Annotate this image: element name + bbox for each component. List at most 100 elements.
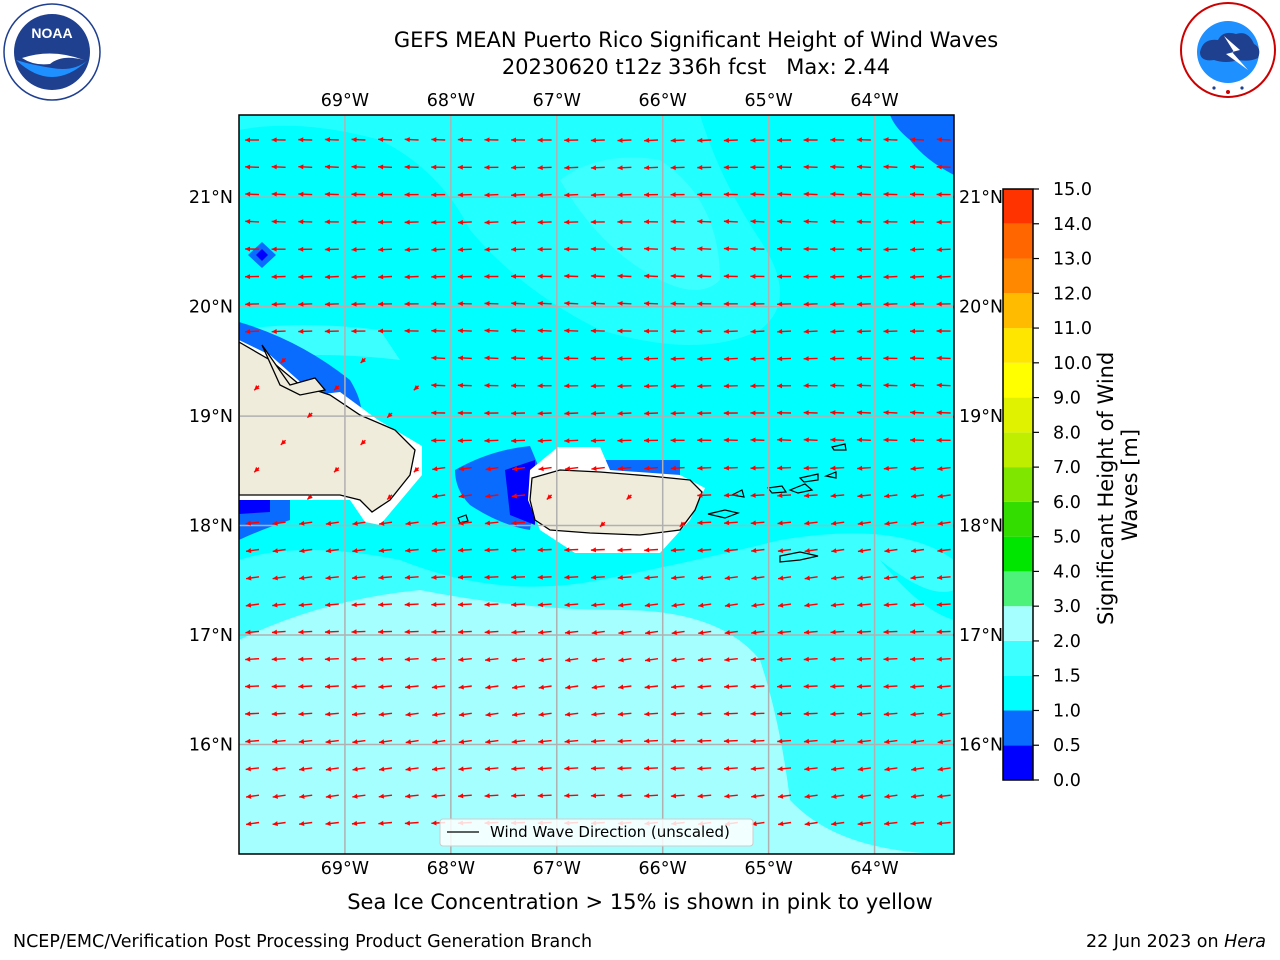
- colorbar-tick-label: 4.0: [1053, 562, 1081, 582]
- wind-wave-arrow: [670, 219, 685, 225]
- wind-wave-arrow: [883, 301, 898, 307]
- wind-wave-arrow: [803, 246, 818, 252]
- wind-wave-arrow: [723, 301, 738, 307]
- wind-wave-arrow: [883, 437, 898, 443]
- wind-wave-arrow: [298, 656, 313, 662]
- wind-wave-arrow: [750, 301, 765, 307]
- wind-wave-arrow: [936, 355, 951, 361]
- wind-wave-arrow: [857, 602, 871, 608]
- wind-wave-arrow: [751, 821, 765, 827]
- wind-wave-arrow: [484, 547, 499, 553]
- wind-wave-arrow: [253, 466, 260, 473]
- wind-wave-arrow: [910, 382, 925, 388]
- wind-wave-arrow: [617, 219, 632, 225]
- wind-wave-arrow: [299, 766, 313, 772]
- wind-wave-arrow: [750, 164, 765, 170]
- lon-label-bottom: 66°W: [639, 859, 687, 879]
- wind-wave-arrow: [697, 684, 712, 690]
- wind-wave-arrow: [591, 711, 605, 717]
- wind-wave-arrow: [565, 684, 579, 690]
- wind-wave-arrow: [910, 602, 925, 608]
- wind-wave-arrow: [884, 520, 898, 526]
- wind-wave-arrow: [378, 274, 393, 280]
- wind-wave-arrow: [590, 355, 605, 361]
- wave-height-field: [239, 115, 954, 854]
- wind-wave-arrow: [723, 738, 738, 744]
- wind-wave-arrow: [644, 738, 659, 744]
- wind-wave-arrow: [271, 656, 286, 662]
- wind-wave-arrow: [883, 164, 898, 170]
- wind-wave-arrow: [670, 273, 685, 279]
- wind-wave-arrow: [911, 766, 925, 772]
- map-subtitle: 20230620 t12z 336h fcst Max: 2.44: [501, 55, 891, 79]
- wind-wave-arrow: [298, 575, 313, 581]
- wind-wave-arrow: [884, 493, 898, 499]
- wind-wave-arrow: [670, 328, 685, 334]
- wind-wave-arrow: [803, 219, 818, 225]
- wind-wave-arrow: [723, 137, 738, 143]
- wind-wave-arrow: [511, 520, 526, 526]
- wind-wave-arrow: [644, 273, 659, 279]
- wind-wave-arrow: [723, 218, 738, 224]
- wind-wave-arrow: [803, 683, 818, 689]
- wind-wave-arrow: [590, 219, 605, 225]
- wind-wave-arrow: [245, 246, 260, 252]
- wind-wave-arrow: [644, 165, 659, 171]
- wind-wave-arrow: [272, 793, 286, 799]
- wind-wave-arrow: [910, 793, 925, 799]
- wind-wave-arrow: [431, 301, 446, 307]
- wind-wave-arrow: [910, 820, 925, 826]
- wind-wave-arrow: [698, 630, 712, 636]
- wind-wave-arrow: [280, 439, 287, 446]
- wind-wave-arrow: [644, 547, 659, 553]
- lon-label-bottom: 68°W: [427, 859, 475, 879]
- wind-wave-arrow: [352, 793, 366, 799]
- wind-wave-arrow: [883, 465, 898, 471]
- wind-wave-arrow: [857, 548, 871, 554]
- wind-wave-arrow: [617, 793, 632, 799]
- wind-wave-arrow: [803, 410, 818, 416]
- wind-wave-arrow: [405, 547, 419, 553]
- wind-wave-arrow: [484, 219, 499, 225]
- colorbar-segment: [1003, 362, 1033, 398]
- wind-wave-arrow: [404, 274, 419, 280]
- wind-wave-arrow: [777, 465, 792, 471]
- wind-wave-arrow: [590, 165, 605, 171]
- wind-wave-arrow: [698, 602, 712, 608]
- wind-wave-arrow: [271, 683, 286, 689]
- lat-lon-gridlines: [239, 115, 954, 854]
- wind-wave-arrow: [280, 357, 287, 364]
- wind-wave-arrow: [351, 602, 366, 608]
- wind-wave-arrow: [626, 494, 632, 501]
- wind-wave-arrow: [883, 711, 898, 717]
- colorbar-segment: [1003, 745, 1033, 780]
- wind-wave-arrow: [271, 246, 286, 252]
- colorbar-segment: [1003, 328, 1033, 363]
- wind-wave-arrow: [910, 575, 925, 581]
- wind-wave-arrow: [457, 301, 472, 307]
- wind-wave-arrow: [803, 437, 818, 443]
- wind-wave-arrow: [484, 383, 499, 389]
- wind-wave-arrow: [671, 575, 685, 581]
- wind-wave-arrow: [617, 328, 632, 334]
- wind-wave-arrow: [431, 766, 446, 772]
- wind-wave-arrow: [884, 793, 898, 799]
- wind-wave-arrow: [378, 602, 393, 608]
- wind-wave-arrow: [777, 520, 792, 526]
- colorbar-tick-label: 2.0: [1053, 632, 1081, 652]
- wind-wave-arrow: [457, 164, 472, 170]
- wind-wave-arrow: [431, 164, 446, 170]
- wind-wave-arrow: [936, 437, 951, 443]
- wind-wave-arrow: [537, 602, 552, 608]
- wind-wave-arrow: [325, 520, 339, 526]
- wind-wave-arrow: [856, 137, 871, 143]
- wind-wave-arrow: [511, 629, 526, 635]
- wind-wave-arrow: [670, 465, 685, 471]
- wind-wave-arrow: [352, 520, 366, 526]
- colorbar-segment: [1003, 640, 1033, 676]
- wind-wave-arrow: [432, 466, 446, 472]
- wind-wave-arrow: [644, 383, 659, 389]
- wind-wave-arrow: [617, 438, 632, 444]
- wind-wave-arrow: [537, 246, 552, 252]
- colorbar-tick-label: 1.5: [1053, 667, 1081, 687]
